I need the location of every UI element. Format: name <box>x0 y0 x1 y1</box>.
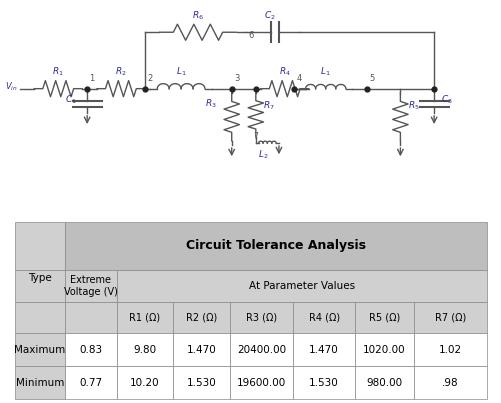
FancyBboxPatch shape <box>413 366 486 399</box>
FancyBboxPatch shape <box>65 366 116 399</box>
Text: Type: Type <box>28 272 52 283</box>
Text: $C_1$: $C_1$ <box>65 94 77 106</box>
Text: $L_2$: $L_2$ <box>258 148 268 161</box>
Text: Extreme
Voltage (V): Extreme Voltage (V) <box>64 275 117 297</box>
FancyBboxPatch shape <box>15 270 65 302</box>
Text: $C_2$: $C_2$ <box>264 9 276 22</box>
Text: $R_7$: $R_7$ <box>263 100 274 112</box>
Text: 1020.00: 1020.00 <box>362 345 405 355</box>
Text: 5: 5 <box>368 74 374 83</box>
FancyBboxPatch shape <box>229 366 293 399</box>
FancyBboxPatch shape <box>116 366 173 399</box>
FancyBboxPatch shape <box>229 333 293 366</box>
Text: 0.77: 0.77 <box>79 378 102 388</box>
Text: 20400.00: 20400.00 <box>236 345 286 355</box>
FancyBboxPatch shape <box>15 333 65 366</box>
FancyBboxPatch shape <box>354 333 413 366</box>
Text: R7 (Ω): R7 (Ω) <box>434 313 465 323</box>
Text: Maximum: Maximum <box>14 345 65 355</box>
Text: 3: 3 <box>233 74 239 83</box>
FancyBboxPatch shape <box>354 302 413 333</box>
FancyBboxPatch shape <box>293 366 354 399</box>
Text: Circuit Tolerance Analysis: Circuit Tolerance Analysis <box>185 239 365 252</box>
Text: .98: .98 <box>441 378 458 388</box>
Text: 1: 1 <box>89 74 95 83</box>
FancyBboxPatch shape <box>354 366 413 399</box>
FancyBboxPatch shape <box>65 270 116 302</box>
FancyBboxPatch shape <box>173 333 229 366</box>
Text: 1.470: 1.470 <box>309 345 338 355</box>
Text: $R_5$: $R_5$ <box>407 100 418 112</box>
Text: 1.530: 1.530 <box>186 378 216 388</box>
Text: 6: 6 <box>248 31 254 40</box>
FancyBboxPatch shape <box>116 270 486 302</box>
FancyBboxPatch shape <box>173 302 229 333</box>
Text: 980.00: 980.00 <box>366 378 402 388</box>
Text: $L_1$: $L_1$ <box>175 66 186 78</box>
FancyBboxPatch shape <box>65 302 116 333</box>
FancyBboxPatch shape <box>413 302 486 333</box>
Text: $V_{in}$: $V_{in}$ <box>5 80 17 93</box>
FancyBboxPatch shape <box>15 302 65 333</box>
FancyBboxPatch shape <box>229 302 293 333</box>
FancyBboxPatch shape <box>413 333 486 366</box>
Text: 9.80: 9.80 <box>133 345 156 355</box>
Text: 2: 2 <box>147 74 152 83</box>
Text: $L_1$: $L_1$ <box>320 66 330 78</box>
FancyBboxPatch shape <box>293 302 354 333</box>
Text: R2 (Ω): R2 (Ω) <box>185 313 216 323</box>
Text: 4: 4 <box>296 74 302 83</box>
Text: 10.20: 10.20 <box>130 378 159 388</box>
Text: $R_3$: $R_3$ <box>205 98 216 110</box>
Text: R4 (Ω): R4 (Ω) <box>308 313 339 323</box>
FancyBboxPatch shape <box>173 366 229 399</box>
Text: R3 (Ω): R3 (Ω) <box>245 313 277 323</box>
Text: 1.470: 1.470 <box>186 345 216 355</box>
Text: Minimum: Minimum <box>16 378 64 388</box>
Text: 19600.00: 19600.00 <box>236 378 286 388</box>
Text: $R_2$: $R_2$ <box>115 66 126 78</box>
Text: At Parameter Values: At Parameter Values <box>248 281 354 291</box>
FancyBboxPatch shape <box>65 222 486 270</box>
Text: R5 (Ω): R5 (Ω) <box>368 313 399 323</box>
Text: 1.530: 1.530 <box>309 378 338 388</box>
Text: 1.02: 1.02 <box>438 345 461 355</box>
FancyBboxPatch shape <box>15 366 65 399</box>
FancyBboxPatch shape <box>293 333 354 366</box>
Text: $C_3$: $C_3$ <box>440 94 452 106</box>
FancyBboxPatch shape <box>15 222 65 270</box>
Text: 7: 7 <box>253 132 258 141</box>
FancyBboxPatch shape <box>116 333 173 366</box>
FancyBboxPatch shape <box>65 333 116 366</box>
Text: $R_6$: $R_6$ <box>191 9 203 22</box>
Text: $R_1$: $R_1$ <box>52 66 64 78</box>
Text: R1 (Ω): R1 (Ω) <box>129 313 160 323</box>
FancyBboxPatch shape <box>116 302 173 333</box>
Text: 0.83: 0.83 <box>79 345 102 355</box>
Text: $R_4$: $R_4$ <box>278 66 290 78</box>
